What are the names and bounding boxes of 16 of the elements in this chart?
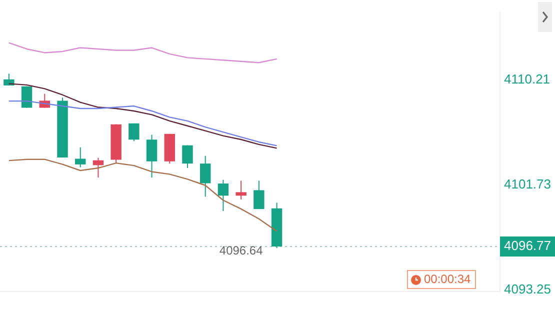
y-tick-label: 4110.21: [504, 71, 550, 86]
candlestick: [92, 157, 104, 178]
candlestick: [146, 134, 158, 178]
annotation: 4096.64: [219, 243, 264, 258]
y-tick-label: 4101.73: [504, 176, 551, 192]
candlestick: [218, 179, 229, 212]
candlestick: [236, 180, 246, 200]
candlestick: [254, 180, 264, 210]
candlestick: [200, 155, 211, 198]
candlestick: [75, 146, 86, 168]
annotation: 00:00:34: [424, 271, 471, 288]
candlestick: [128, 122, 140, 142]
candlestick: [182, 144, 193, 169]
y-tick-label: 4093.25: [504, 282, 551, 297]
candlestick: [4, 73, 14, 86]
ref-line-label: 4096.77: [504, 238, 551, 254]
